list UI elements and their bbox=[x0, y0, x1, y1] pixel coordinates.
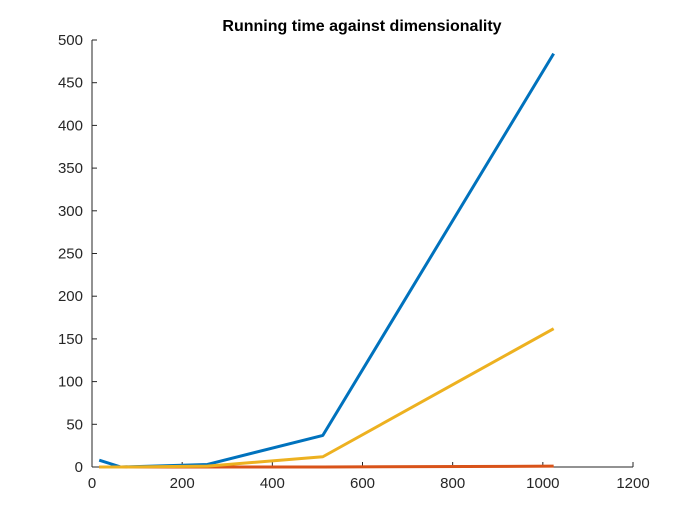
plot-series bbox=[98, 52, 555, 469]
x-tick-label: 0 bbox=[88, 475, 96, 492]
y-tick-label: 50 bbox=[66, 416, 83, 433]
y-tick-label: 0 bbox=[75, 459, 83, 476]
y-tick-label: 500 bbox=[58, 32, 83, 49]
x-tick-label: 1000 bbox=[526, 475, 559, 492]
y-tick-label: 300 bbox=[58, 203, 83, 220]
series-line-3 bbox=[99, 327, 555, 469]
y-tick-label: 350 bbox=[58, 160, 83, 177]
x-tick-label: 400 bbox=[260, 475, 285, 492]
y-tick-label: 450 bbox=[58, 75, 83, 92]
y-tick-label: 250 bbox=[58, 246, 83, 263]
chart-title: Running time against dimensionality bbox=[222, 18, 501, 35]
x-tick-label: 600 bbox=[350, 475, 375, 492]
y-tick-label: 150 bbox=[58, 331, 83, 348]
y-tick-label: 200 bbox=[58, 288, 83, 305]
x-tick-label: 800 bbox=[440, 475, 465, 492]
y-tick-label: 100 bbox=[58, 374, 83, 391]
axes: 0 200 400 600 800 1000 1200 0 50 100 150 200 250 300 3… bbox=[58, 32, 650, 492]
x-tick-label: 1200 bbox=[616, 475, 649, 492]
series-line-1 bbox=[98, 52, 555, 469]
x-tick-label: 200 bbox=[170, 475, 195, 492]
y-tick-label: 400 bbox=[58, 117, 83, 134]
